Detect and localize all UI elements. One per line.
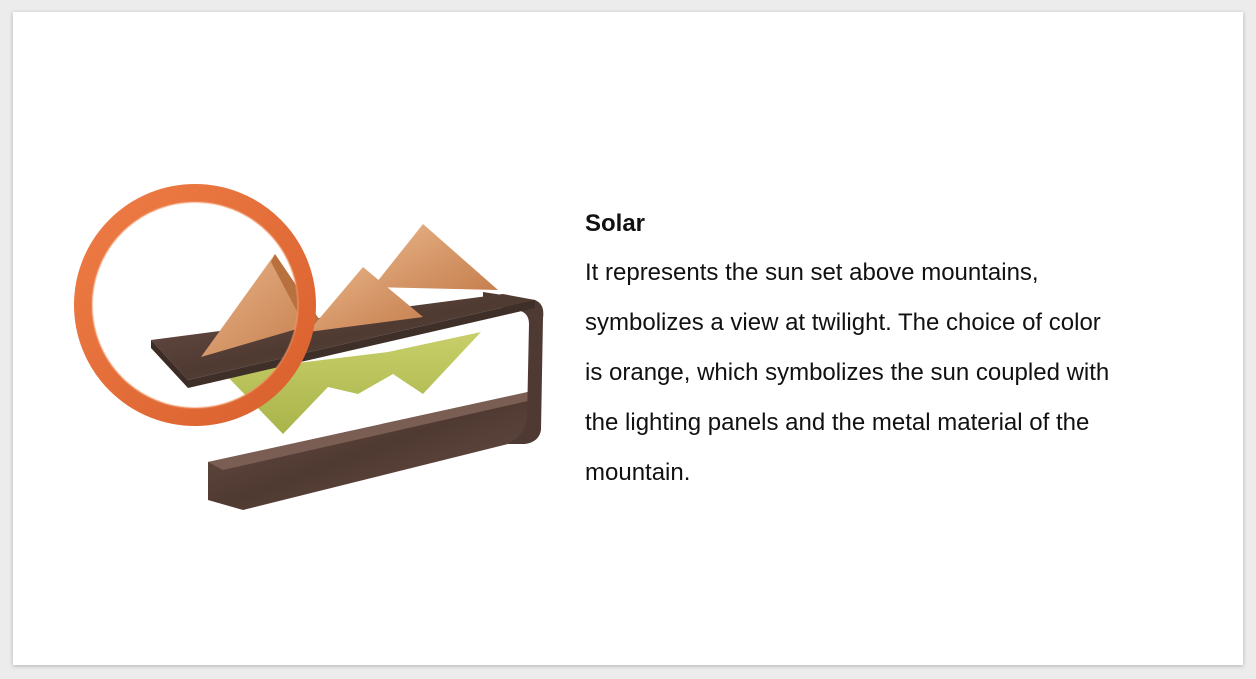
product-title: Solar <box>585 210 646 237</box>
product-description-block: Solar It represents the sun set above mo… <box>585 208 1225 498</box>
description-line-2: symbolizes a view at twilight. The choic… <box>585 309 1101 336</box>
copper-mountain-right <box>373 224 498 290</box>
wood-top-shelf <box>151 294 535 380</box>
solar-lamp-image <box>74 184 544 510</box>
wood-back-plank <box>483 292 544 444</box>
wood-base-plank <box>208 392 528 510</box>
green-panel <box>223 332 481 434</box>
copper-mountain-middle <box>308 267 423 332</box>
slide: Solar It represents the sun set above mo… <box>13 12 1243 665</box>
solar-lamp-illustration <box>73 162 553 532</box>
description-line-1: It represents the sun set above mountain… <box>585 259 1039 286</box>
description-line-4: the lighting panels and the metal materi… <box>585 409 1090 436</box>
description-line-5: mountain. <box>585 459 691 486</box>
orange-sun-ring <box>74 184 316 426</box>
description-line-3: is orange, which symbolizes the sun coup… <box>585 359 1110 386</box>
